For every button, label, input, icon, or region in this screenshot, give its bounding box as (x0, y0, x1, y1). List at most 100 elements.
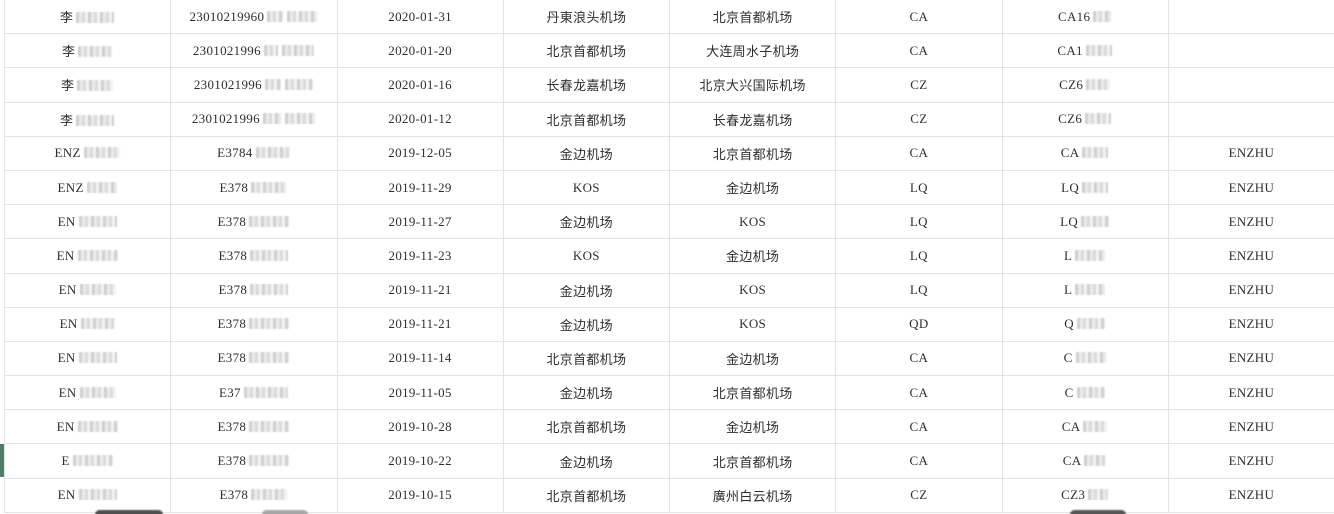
cell-date[interactable]: 2019-11-21 (336, 306, 504, 342)
cell-date[interactable]: 2020-01-20 (336, 33, 504, 69)
cell-from[interactable]: 金边机场 (502, 306, 671, 342)
cell-doc[interactable]: E37 (170, 375, 338, 411)
cell-date[interactable]: 2019-10-28 (336, 409, 504, 445)
cell-to[interactable]: 大连周水子机场 (668, 33, 837, 69)
cell-from[interactable]: 丹東浪头机场 (502, 0, 671, 35)
cell-flight[interactable]: C (1001, 340, 1169, 377)
cell-date[interactable]: 2019-11-21 (336, 272, 504, 308)
cell-airline[interactable]: CZ (835, 67, 1003, 103)
cell-to[interactable]: 北京首都机场 (668, 375, 837, 411)
cell-to[interactable]: 北京首都机场 (668, 443, 837, 479)
cell-from[interactable]: 北京首都机场 (502, 340, 671, 377)
cell-tag[interactable] (1167, 101, 1334, 137)
cell-doc[interactable]: E378 (170, 443, 338, 479)
cell-doc[interactable]: E378 (170, 340, 338, 377)
cell-from[interactable]: 北京首都机场 (502, 33, 671, 69)
cell-to[interactable]: 北京首都机场 (668, 135, 837, 171)
cell-flight[interactable]: Q (1001, 306, 1169, 342)
cell-doc[interactable]: E378 (170, 409, 338, 445)
cell-tag[interactable]: ENZHU (1167, 135, 1334, 171)
cell-tag[interactable]: ENZHU (1167, 477, 1334, 513)
cell-doc[interactable]: E3784 (170, 135, 338, 171)
cell-flight[interactable]: L (1001, 238, 1169, 274)
cell-to[interactable]: 金边机场 (668, 238, 837, 274)
cell-from[interactable]: 长春龙嘉机场 (502, 67, 671, 103)
cell-date[interactable]: 2019-11-23 (336, 238, 504, 274)
cell-date[interactable]: 2020-01-12 (336, 101, 504, 137)
cell-from[interactable]: 金边机场 (502, 443, 671, 479)
cell-name[interactable]: EN (3, 272, 172, 308)
cell-flight[interactable]: CZ6 (1001, 67, 1169, 103)
cell-to[interactable]: 长春龙嘉机场 (668, 101, 837, 137)
cell-name[interactable]: EN (3, 375, 172, 411)
cell-to[interactable]: 北京首都机场 (668, 0, 837, 35)
cell-from[interactable]: 北京首都机场 (502, 409, 671, 445)
cell-doc[interactable]: E378 (170, 169, 338, 206)
cell-airline[interactable]: QD (835, 306, 1003, 342)
cell-tag[interactable]: ENZHU (1167, 375, 1334, 411)
cell-flight[interactable]: CZ6 (1001, 101, 1169, 137)
cell-tag[interactable]: ENZHU (1167, 306, 1334, 342)
cell-airline[interactable]: LQ (835, 238, 1003, 274)
cell-from[interactable]: KOS (502, 169, 671, 206)
cell-name[interactable]: 李 (3, 33, 172, 69)
cell-flight[interactable]: C (1001, 375, 1169, 411)
cell-date[interactable]: 2019-10-15 (336, 477, 504, 513)
cell-date[interactable]: 2020-01-16 (336, 67, 504, 103)
cell-flight[interactable]: CZ3 (1001, 477, 1169, 513)
cell-from[interactable]: 金边机场 (502, 204, 671, 240)
cell-doc[interactable]: 23010219960 (170, 0, 338, 35)
cell-tag[interactable]: ENZHU (1167, 169, 1334, 206)
cell-doc[interactable]: E378 (170, 204, 338, 240)
cell-to[interactable]: 廣州白云机场 (668, 477, 837, 513)
cell-from[interactable]: 金边机场 (502, 375, 671, 411)
cell-airline[interactable]: CZ (835, 101, 1003, 137)
cell-name[interactable]: E (3, 443, 172, 479)
cell-date[interactable]: 2019-10-22 (336, 443, 504, 479)
cell-doc[interactable]: 2301021996 (170, 67, 338, 103)
cell-airline[interactable]: LQ (835, 204, 1003, 240)
cell-airline[interactable]: CA (835, 135, 1003, 171)
cell-date[interactable]: 2019-11-14 (336, 340, 504, 377)
cell-from[interactable]: 北京首都机场 (502, 101, 671, 137)
cell-to[interactable]: KOS (668, 306, 837, 342)
cell-name[interactable]: EN (3, 306, 172, 342)
cell-to[interactable]: 金边机场 (668, 340, 837, 377)
cell-to[interactable]: KOS (668, 272, 837, 308)
cell-from[interactable]: 北京首都机场 (502, 477, 671, 513)
cell-doc[interactable]: E378 (170, 238, 338, 274)
cell-airline[interactable]: LQ (835, 272, 1003, 308)
cell-to[interactable]: 金边机场 (668, 169, 837, 206)
cell-name[interactable]: EN (3, 477, 172, 513)
cell-name[interactable]: EN (3, 340, 172, 377)
cell-name[interactable]: EN (3, 409, 172, 445)
cell-name[interactable]: 李 (3, 67, 172, 103)
cell-to[interactable]: KOS (668, 204, 837, 240)
cell-flight[interactable]: CA (1001, 443, 1169, 479)
cell-tag[interactable]: ENZHU (1167, 238, 1334, 274)
cell-name[interactable]: EN (3, 204, 172, 240)
cell-flight[interactable]: CA (1001, 409, 1169, 445)
cell-airline[interactable]: CZ (835, 477, 1003, 513)
cell-from[interactable]: KOS (502, 238, 671, 274)
cell-airline[interactable]: LQ (835, 169, 1003, 206)
cell-from[interactable]: 金边机场 (502, 135, 671, 171)
cell-tag[interactable]: ENZHU (1167, 204, 1334, 240)
cell-airline[interactable]: CA (835, 340, 1003, 377)
cell-tag[interactable]: ENZHU (1167, 272, 1334, 308)
cell-airline[interactable]: CA (835, 0, 1003, 35)
cell-doc[interactable]: 2301021996 (170, 33, 338, 69)
cell-flight[interactable]: L (1001, 272, 1169, 308)
cell-tag[interactable] (1167, 0, 1334, 35)
cell-name[interactable]: 李 (3, 0, 172, 35)
cell-tag[interactable] (1167, 67, 1334, 103)
cell-tag[interactable]: ENZHU (1167, 409, 1334, 445)
cell-doc[interactable]: E378 (170, 272, 338, 308)
cell-date[interactable]: 2019-11-29 (336, 169, 504, 206)
cell-airline[interactable]: CA (835, 375, 1003, 411)
cell-flight[interactable]: CA16 (1001, 0, 1169, 35)
cell-airline[interactable]: CA (835, 409, 1003, 445)
cell-tag[interactable] (1167, 33, 1334, 69)
cell-tag[interactable]: ENZHU (1167, 443, 1334, 479)
cell-airline[interactable]: CA (835, 443, 1003, 479)
